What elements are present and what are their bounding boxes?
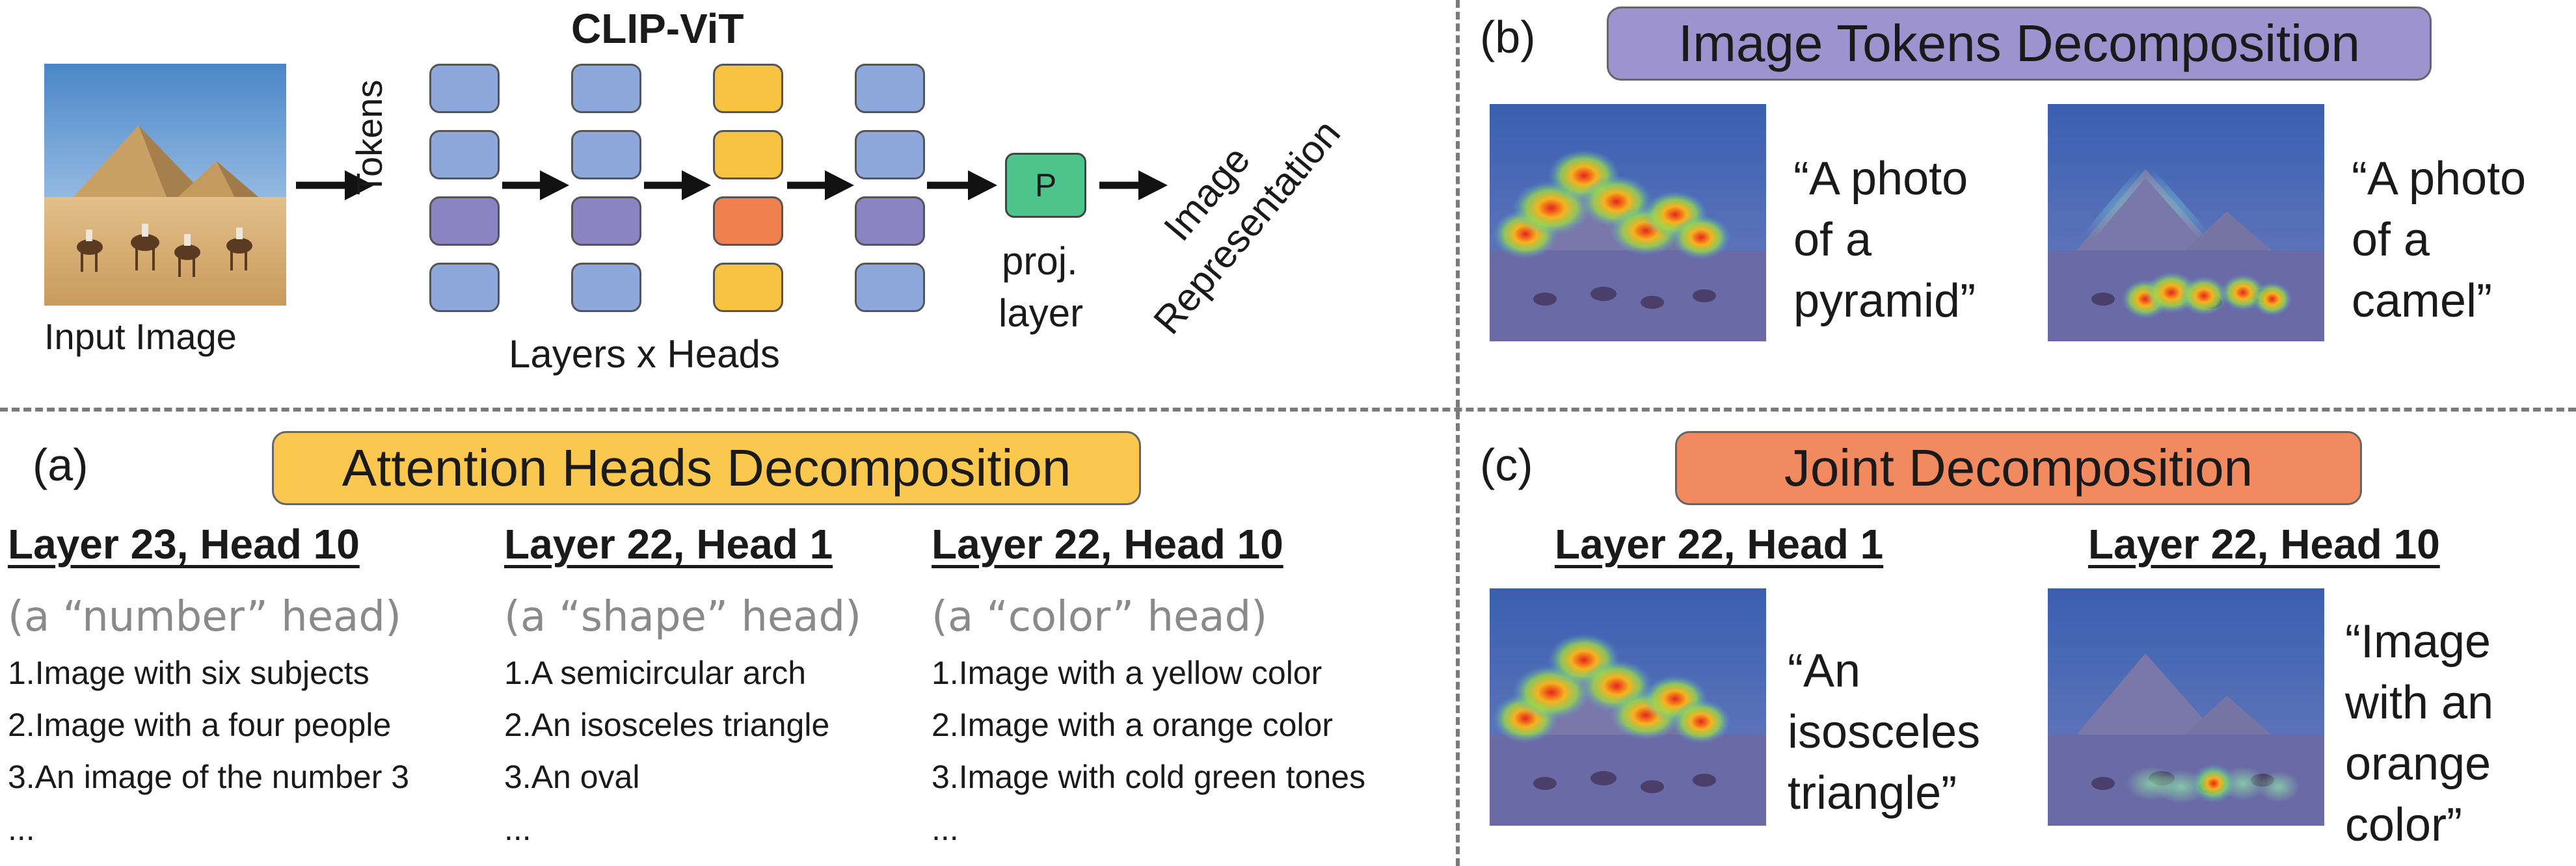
quote-pyramid: “A photo of a pyramid” (1793, 148, 1976, 332)
panel-b-marker: (b) (1480, 12, 1536, 62)
list-item: 1.Image with a yellow color (932, 655, 1322, 691)
list-item: 2.An isosceles triangle (504, 707, 830, 743)
quote-line: camel” (2352, 275, 2493, 327)
list-item: 1.Image with six subjects (8, 655, 369, 691)
list-item: ... (504, 811, 531, 847)
token (855, 196, 925, 246)
arrows (296, 170, 1168, 200)
list-item: 3.An image of the number 3 (8, 759, 410, 795)
quote-orange: “Image with an orange color” (2345, 611, 2493, 856)
joint-heading-2: Layer 22, Head 10 (2088, 521, 2440, 568)
panel-c-marker: (c) (1480, 440, 1533, 490)
list-item: 2.Image with a four people (8, 707, 392, 743)
token (713, 130, 783, 179)
list-item: 3.Image with cold green tones (932, 759, 1366, 795)
quote-line: with an (2345, 677, 2494, 729)
joint-heading-1: Layer 22, Head 1 (1555, 521, 1884, 568)
panel-b-title: Image Tokens Decomposition (1607, 7, 2432, 81)
heatmap-orange (2048, 588, 2324, 826)
head-role-3: (a “color” head) (932, 593, 1268, 641)
quote-line: “A photo (1793, 153, 1968, 205)
list-item: 2.Image with a orange color (932, 707, 1334, 743)
quote-triangle: “An isosceles triangle” (1788, 640, 1980, 824)
list-item: ... (932, 811, 959, 847)
head-heading-3: Layer 22, Head 10 (932, 521, 1283, 568)
quote-line: isosceles (1788, 706, 1981, 758)
quote-line: “An (1788, 645, 1861, 697)
token (713, 64, 783, 113)
head-list-2: 1.A semicircular arch 2.An isosceles tri… (504, 647, 829, 855)
input-image (44, 64, 286, 306)
head-heading-2: Layer 22, Head 1 (504, 521, 833, 568)
quote-line: “Image (2345, 616, 2491, 668)
list-item: ... (8, 811, 35, 847)
quote-line: “A photo (2352, 153, 2527, 205)
token (855, 130, 925, 179)
quote-line: orange (2345, 738, 2491, 790)
token (429, 130, 500, 179)
panel-c-title: Joint Decomposition (1675, 431, 2362, 505)
quote-line: color” (2345, 799, 2463, 851)
projection-symbol: P (1034, 167, 1057, 203)
input-image-label: Input Image (44, 316, 237, 357)
token (571, 130, 641, 179)
head-role-1: (a “number” head) (8, 593, 401, 641)
quote-line: pyramid” (1793, 275, 1976, 327)
token (571, 196, 641, 246)
token (429, 196, 500, 246)
token (429, 64, 500, 113)
heatmap-pyramid (1490, 104, 1766, 341)
layers-heads-label: Layers x Heads (509, 332, 780, 376)
token (429, 263, 500, 312)
horizontal-divider (0, 408, 2576, 412)
head-heading-1: Layer 23, Head 10 (8, 521, 360, 568)
projection-label-line2: layer (999, 291, 1084, 335)
token (855, 64, 925, 113)
vertical-divider (1456, 0, 1460, 866)
heatmap-triangle (1490, 588, 1766, 826)
quote-line: triangle” (1788, 767, 1957, 819)
projection-label-line1: proj. (1002, 239, 1078, 283)
list-item: 3.An oval (504, 759, 640, 795)
head-list-3: 1.Image with a yellow color 2.Image with… (932, 647, 1365, 855)
token (855, 263, 925, 312)
token (713, 263, 783, 312)
token (571, 263, 641, 312)
quote-camel: “A photo of a camel” (2352, 148, 2526, 332)
tokens-label: Tokens (349, 79, 390, 195)
panel-a-title: Attention Heads Decomposition (272, 431, 1141, 505)
list-item: 1.A semicircular arch (504, 655, 807, 691)
panel-a-marker: (a) (33, 440, 88, 490)
quote-line: of a (1793, 214, 1872, 266)
head-list-1: 1.Image with six subjects 2.Image with a… (8, 647, 409, 855)
token (713, 196, 783, 246)
head-role-2: (a “shape” head) (504, 593, 862, 641)
token (571, 64, 641, 113)
quote-line: of a (2352, 214, 2430, 266)
projection-layer-box: P (1005, 153, 1086, 218)
heatmap-camel (2048, 104, 2324, 341)
model-title: CLIP-ViT (571, 5, 744, 52)
